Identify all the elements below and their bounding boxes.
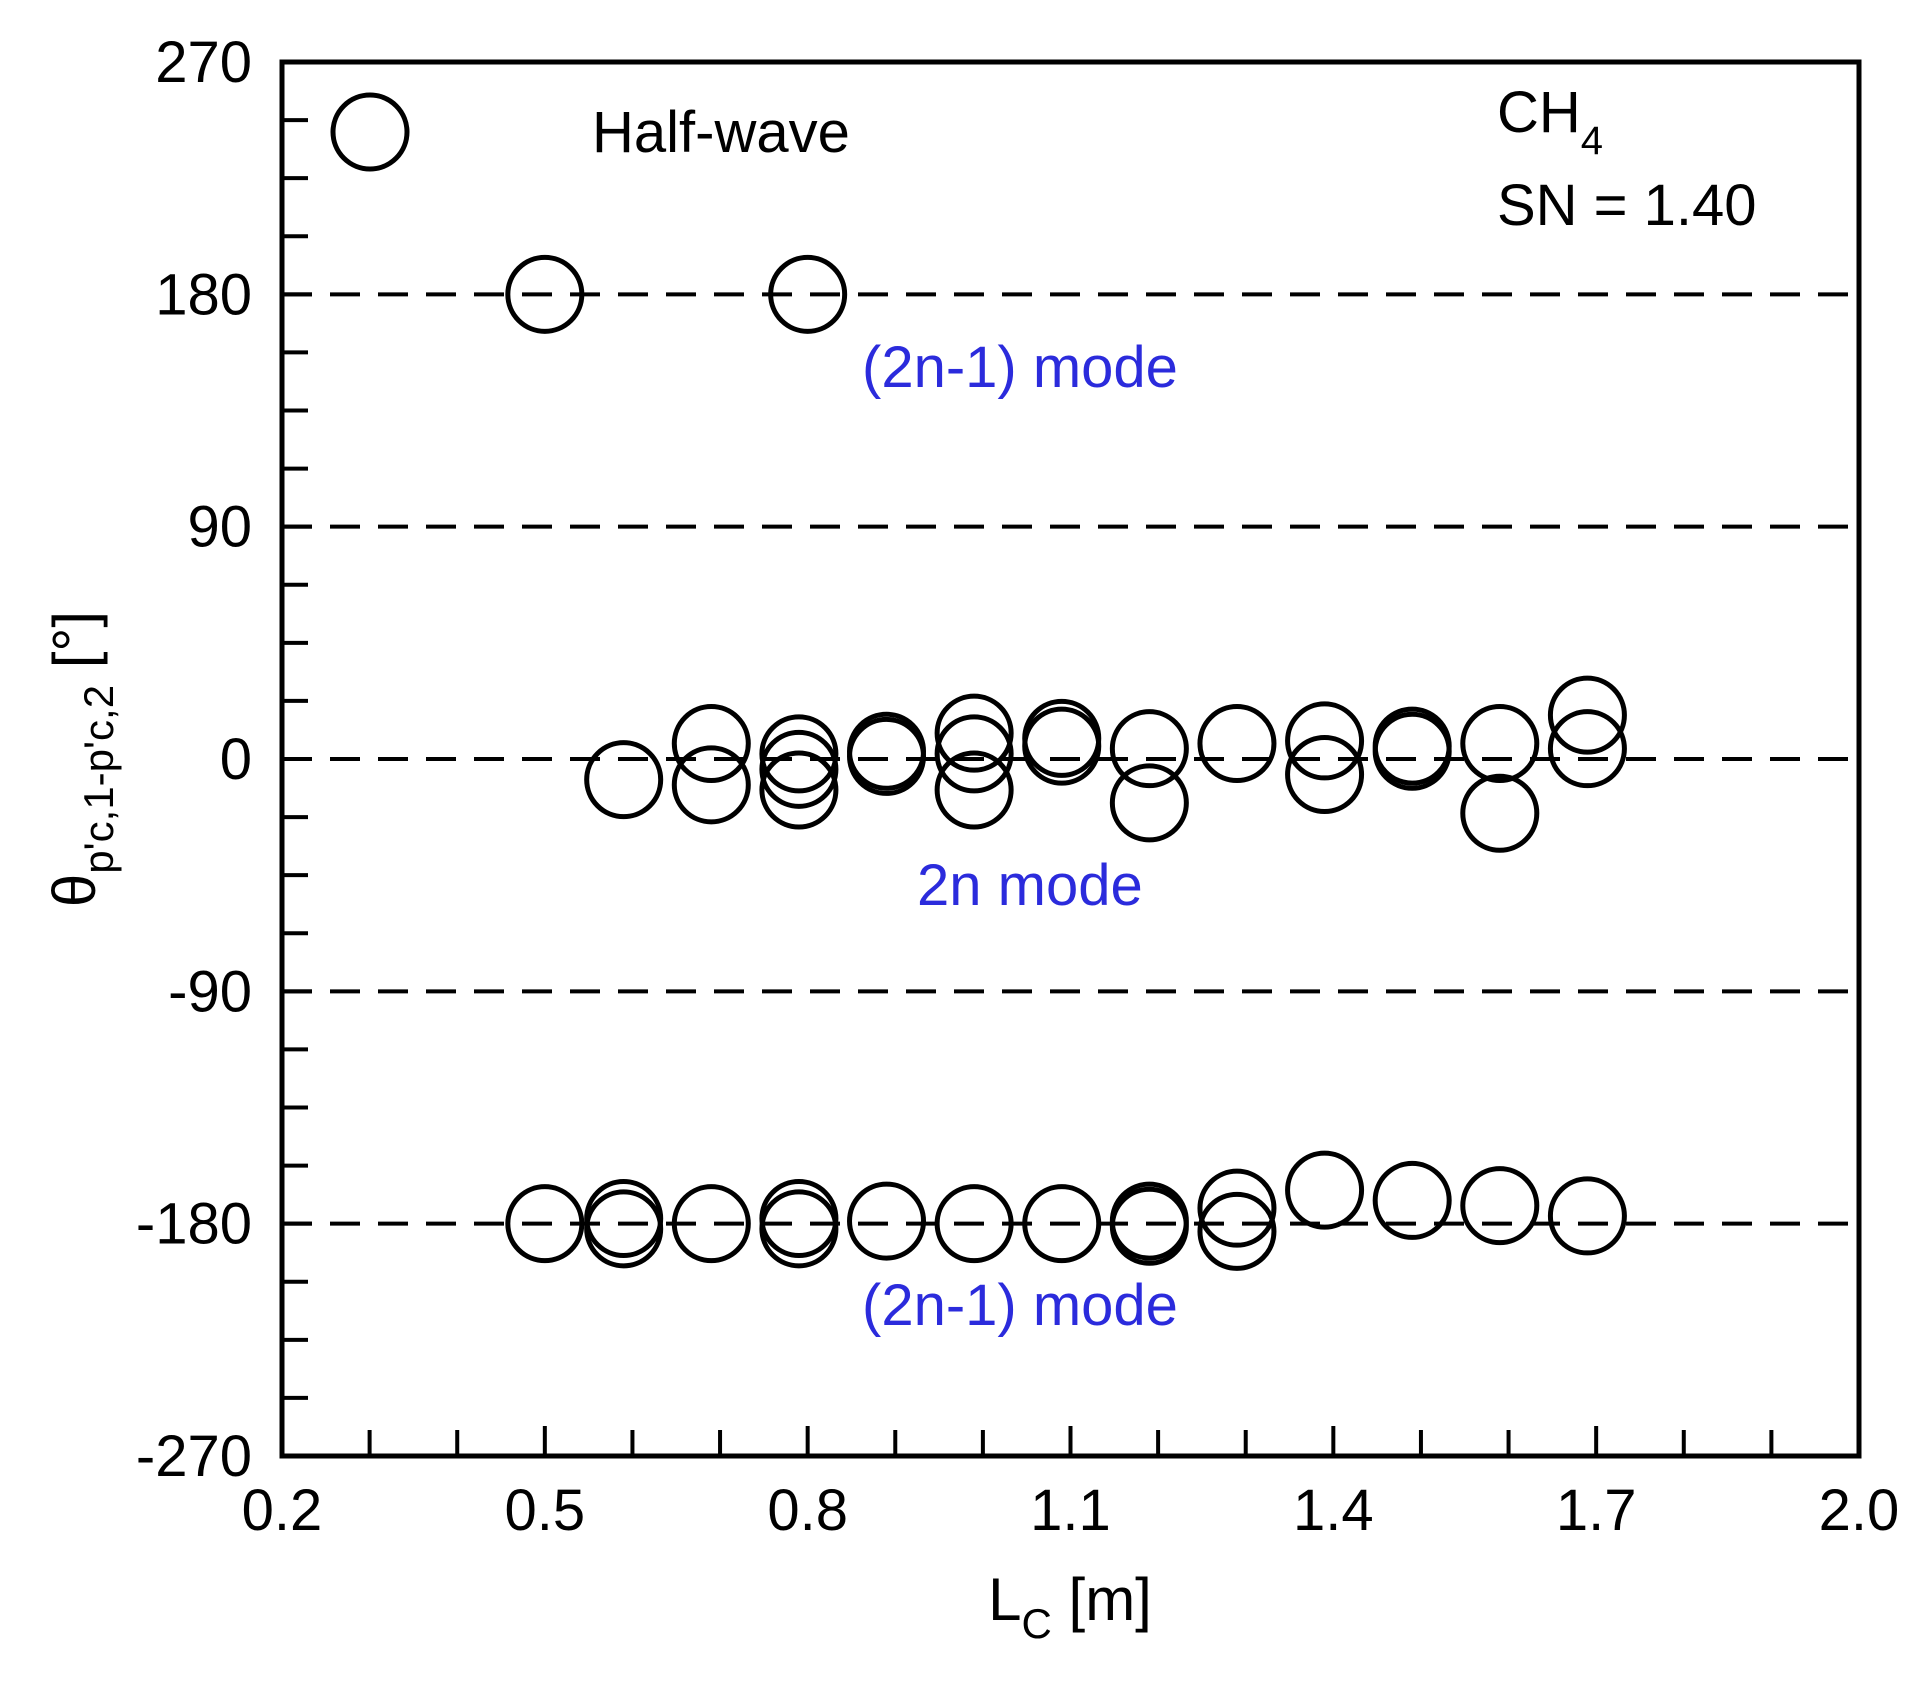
data-point bbox=[1547, 675, 1627, 755]
x-tick-label: 0.8 bbox=[767, 1478, 848, 1543]
data-point bbox=[759, 750, 839, 830]
x-axis-title-unit: [m] bbox=[1052, 1566, 1152, 1633]
data-point bbox=[934, 714, 1014, 794]
y-axis-title-subscript: p'c,1-p'c,2 bbox=[75, 685, 122, 874]
x-tick-label: 0.5 bbox=[505, 1478, 586, 1543]
y-tick-label: 90 bbox=[187, 495, 252, 560]
x-axis-title-subscript: C bbox=[1022, 1600, 1052, 1647]
data-point bbox=[1460, 1166, 1540, 1246]
data-point bbox=[759, 729, 839, 809]
y-tick-label: 270 bbox=[155, 30, 252, 95]
x-tick-label: 0.2 bbox=[242, 1478, 323, 1543]
y-tick-label: -90 bbox=[168, 959, 252, 1024]
fuel-label: CH4 bbox=[1497, 80, 1603, 163]
data-point bbox=[1285, 734, 1365, 814]
data-point bbox=[934, 750, 1014, 830]
data-point bbox=[847, 711, 927, 791]
legend-label: Half-wave bbox=[592, 100, 850, 165]
x-tick-label: 1.7 bbox=[1556, 1478, 1637, 1543]
minor-ticks bbox=[280, 60, 1861, 1458]
data-point bbox=[759, 714, 839, 794]
data-point bbox=[768, 254, 848, 334]
data-point bbox=[671, 704, 751, 784]
data-point bbox=[584, 740, 664, 820]
data-point bbox=[1022, 698, 1102, 778]
data-points bbox=[505, 254, 1627, 1271]
data-point bbox=[1372, 706, 1452, 786]
data-point bbox=[671, 745, 751, 825]
data-point bbox=[671, 1184, 751, 1264]
x-tick-label: 2.0 bbox=[1819, 1478, 1900, 1543]
data-point bbox=[1372, 1160, 1452, 1240]
data-point bbox=[1197, 704, 1277, 784]
data-point bbox=[1197, 1168, 1277, 1248]
data-point bbox=[505, 1184, 585, 1264]
reference-lines bbox=[282, 292, 1859, 1226]
data-point bbox=[934, 1184, 1014, 1264]
legend-marker bbox=[330, 92, 410, 172]
y-axis-title: θp'c,1-p'c,2 [°] bbox=[41, 611, 122, 907]
data-point bbox=[847, 1181, 927, 1261]
data-point bbox=[1109, 763, 1189, 843]
y-tick-label: -180 bbox=[136, 1192, 252, 1257]
data-point bbox=[1372, 711, 1452, 791]
data-point bbox=[584, 1189, 664, 1269]
x-tick-labels: 0.2 0.5 0.8 1.1 1.4 1.7 2.0 bbox=[242, 1478, 1900, 1543]
data-point bbox=[1109, 709, 1189, 789]
data-point bbox=[1460, 704, 1540, 784]
data-point bbox=[1109, 1181, 1189, 1261]
mode-label-bottom: (2n-1) mode bbox=[862, 1273, 1178, 1338]
x-tick-label: 1.1 bbox=[1030, 1478, 1111, 1543]
data-point bbox=[1022, 706, 1102, 786]
x-axis-title: LC [m] bbox=[988, 1566, 1152, 1647]
data-point bbox=[1197, 1191, 1277, 1271]
y-axis-title-unit: [°] bbox=[41, 611, 108, 685]
data-point bbox=[1109, 1186, 1189, 1266]
data-point bbox=[505, 254, 585, 334]
data-point bbox=[1285, 701, 1365, 781]
data-point bbox=[1022, 1184, 1102, 1264]
y-tick-label: 180 bbox=[155, 262, 252, 327]
data-point bbox=[847, 716, 927, 796]
data-point bbox=[1547, 709, 1627, 789]
fuel-subscript: 4 bbox=[1581, 119, 1603, 163]
mode-label-top: (2n-1) mode bbox=[862, 335, 1178, 400]
data-point bbox=[759, 1189, 839, 1269]
y-tick-labels: 270 180 90 0 -90 -180 -270 bbox=[136, 30, 252, 1489]
data-point bbox=[1285, 1150, 1365, 1230]
y-tick-label: 0 bbox=[220, 727, 252, 792]
mode-label-middle: 2n mode bbox=[917, 853, 1143, 918]
x-tick-label: 1.4 bbox=[1293, 1478, 1374, 1543]
data-point bbox=[934, 693, 1014, 773]
swirl-number-label: SN = 1.40 bbox=[1497, 173, 1757, 238]
y-tick-label: -270 bbox=[136, 1424, 252, 1489]
data-point bbox=[1547, 1176, 1627, 1256]
data-point bbox=[1460, 773, 1540, 853]
